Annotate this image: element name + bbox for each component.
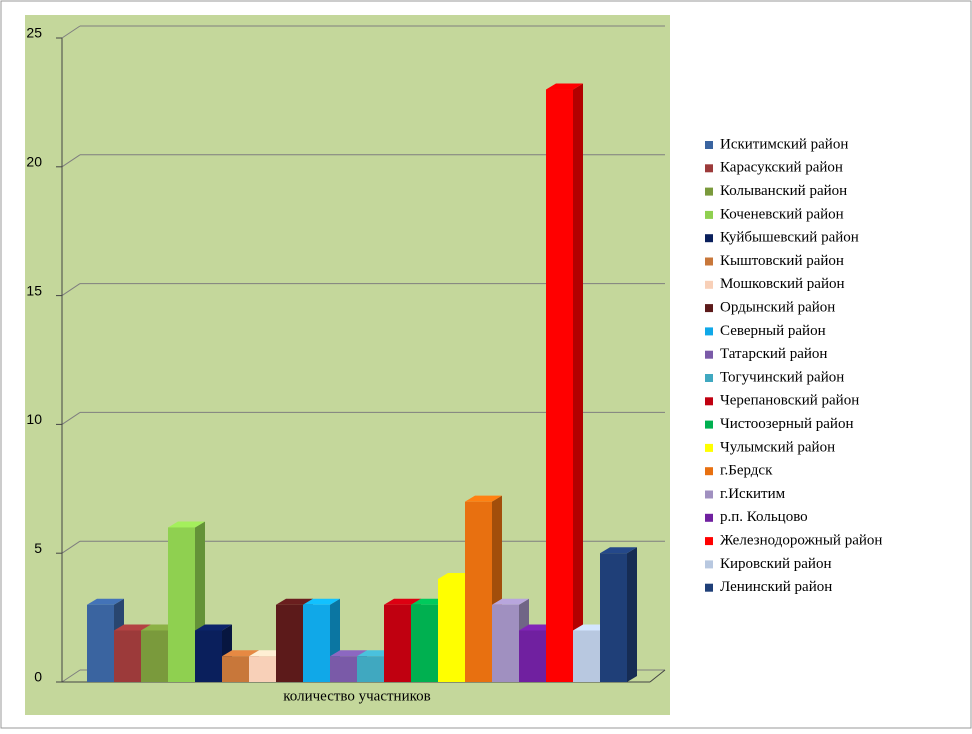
grid-line (61, 669, 81, 683)
legend-label: Ленинский район (720, 579, 832, 595)
legend-swatch (705, 304, 713, 313)
legend-swatch (705, 187, 713, 196)
y-tick-label: 10 (26, 411, 42, 427)
grid-line (61, 283, 81, 297)
bar (87, 604, 114, 682)
grid-line (61, 411, 81, 425)
bar (492, 604, 519, 682)
legend-background (690, 125, 960, 605)
legend-label: Чистоозерный район (720, 416, 853, 432)
y-tick-label: 5 (34, 540, 42, 556)
legend-label: Ордынский район (720, 300, 835, 316)
y-tick-label: 0 (34, 669, 42, 685)
x-tick-label: количество участников (283, 688, 430, 704)
legend-label: Черепановский район (720, 393, 859, 409)
legend-swatch (705, 467, 713, 476)
legend-label: г.Бердск (720, 463, 773, 479)
grid-line (61, 154, 81, 168)
legend-swatch (705, 420, 713, 429)
bar (438, 578, 465, 682)
bar (600, 553, 627, 682)
bar-top (492, 598, 529, 605)
legend-swatch (705, 350, 713, 359)
bar (573, 630, 600, 682)
legend-label: Железнодорожный район (720, 533, 882, 549)
legend-label: Чулымский район (720, 439, 835, 455)
bar (303, 604, 330, 682)
legend-label: Тогучинский район (720, 369, 844, 385)
bar (249, 656, 276, 682)
bar-top (114, 624, 151, 631)
bar (330, 656, 357, 682)
legend-label: Карасукский район (720, 160, 843, 176)
bar-top (87, 598, 124, 605)
x-axis (649, 669, 666, 683)
bar (168, 527, 195, 682)
legend-swatch (705, 374, 713, 382)
legend-label: Кировский район (720, 556, 832, 572)
legend-swatch (705, 583, 713, 592)
y-tick-label: 20 (26, 154, 42, 170)
legend-swatch (705, 280, 713, 289)
bar-top (600, 547, 637, 554)
bar (546, 89, 573, 682)
bar (276, 604, 303, 682)
legend-swatch (705, 560, 713, 569)
y-tick-label: 15 (26, 282, 42, 298)
legend-label: Колыванский район (720, 183, 847, 199)
legend-swatch (705, 490, 713, 499)
bar (411, 604, 438, 682)
legend-label: Искитимский район (720, 136, 848, 152)
legend-label: Татарский район (720, 346, 827, 362)
legend-swatch (705, 257, 713, 266)
legend-swatch (705, 164, 713, 173)
legend-label: Северный район (720, 323, 826, 339)
legend-swatch (705, 513, 713, 522)
bar (141, 630, 168, 682)
bar-side (573, 83, 583, 682)
legend-swatch (705, 537, 713, 546)
legend-swatch (705, 141, 713, 149)
bar-top (303, 598, 340, 605)
bar (384, 604, 411, 682)
bar (519, 630, 546, 682)
bar-top (168, 521, 205, 528)
bar-top (546, 83, 583, 90)
y-tick-label: 25 (26, 25, 42, 41)
legend-label: Мошковский район (720, 276, 845, 292)
legend-swatch (705, 443, 713, 452)
bar-top (195, 624, 232, 631)
bar-top (222, 650, 259, 657)
bar-top (276, 598, 313, 605)
legend-label: г.Искитим (720, 486, 786, 502)
bar (222, 656, 249, 682)
bar (465, 501, 492, 682)
grid-line (61, 25, 81, 39)
bar-top (384, 598, 421, 605)
bar-top (330, 650, 367, 657)
legend-label: Куйбышевский район (720, 230, 859, 246)
bar (357, 656, 384, 682)
bar-top (465, 495, 502, 502)
bar (195, 630, 222, 682)
legend-label: Кыштовский район (720, 253, 844, 269)
legend-swatch (705, 234, 713, 243)
legend-swatch (705, 327, 713, 336)
legend-label: Коченевский район (720, 206, 844, 222)
legend-swatch (705, 210, 713, 219)
grid-line (61, 540, 81, 554)
bar (114, 630, 141, 682)
legend-label: р.п. Кольцово (720, 509, 808, 525)
bar-side (627, 547, 637, 682)
legend-swatch (705, 397, 713, 406)
